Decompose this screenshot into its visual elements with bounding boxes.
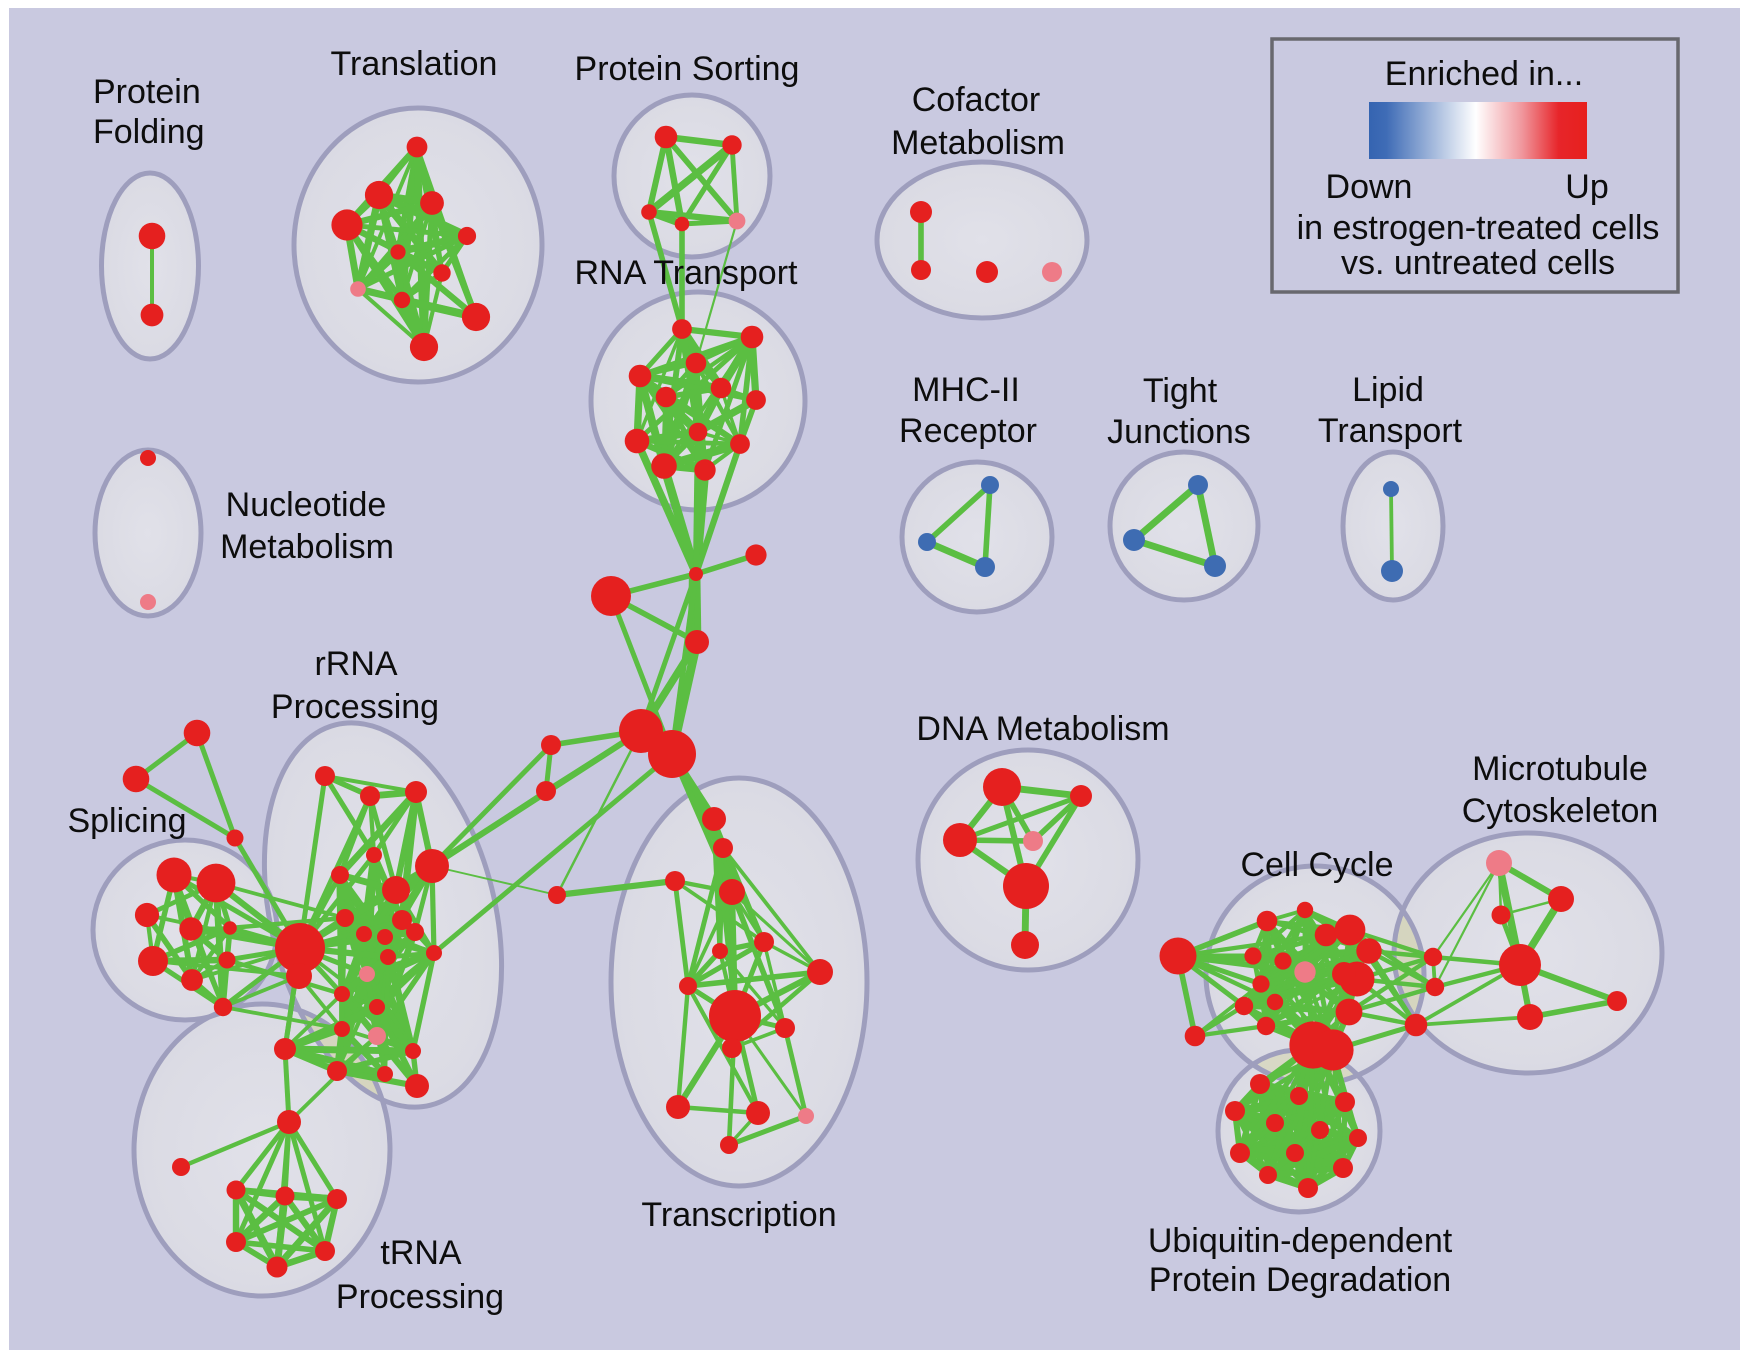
- svg-text:Protein Sorting: Protein Sorting: [575, 50, 800, 88]
- svg-text:Translation: Translation: [331, 45, 498, 83]
- svg-text:Transport: Transport: [1318, 412, 1463, 450]
- svg-text:Up: Up: [1565, 168, 1608, 206]
- svg-text:Tight: Tight: [1143, 372, 1218, 410]
- svg-text:DNA Metabolism: DNA Metabolism: [916, 710, 1169, 748]
- svg-text:in estrogen-treated cells: in estrogen-treated cells: [1297, 209, 1660, 247]
- svg-text:Down: Down: [1326, 168, 1413, 206]
- svg-text:Metabolism: Metabolism: [891, 124, 1065, 162]
- svg-text:rRNA: rRNA: [314, 645, 397, 683]
- svg-text:Enriched in...: Enriched in...: [1385, 55, 1583, 93]
- svg-text:RNA Transport: RNA Transport: [575, 254, 799, 292]
- svg-text:Nucleotide: Nucleotide: [226, 486, 387, 524]
- svg-text:Receptor: Receptor: [899, 412, 1037, 450]
- svg-text:Processing: Processing: [271, 688, 439, 726]
- svg-text:tRNA: tRNA: [380, 1234, 462, 1272]
- svg-text:Protein Degradation: Protein Degradation: [1149, 1261, 1451, 1299]
- svg-text:Lipid: Lipid: [1352, 371, 1424, 409]
- svg-text:Cofactor: Cofactor: [912, 81, 1041, 119]
- svg-text:vs. untreated cells: vs. untreated cells: [1341, 244, 1615, 282]
- svg-text:Protein: Protein: [93, 73, 201, 111]
- svg-text:Folding: Folding: [93, 113, 205, 151]
- svg-text:Transcription: Transcription: [641, 1196, 836, 1234]
- svg-text:MHC-II: MHC-II: [912, 371, 1020, 409]
- svg-text:Cytoskeleton: Cytoskeleton: [1462, 792, 1659, 830]
- svg-text:Ubiquitin-dependent: Ubiquitin-dependent: [1148, 1222, 1453, 1260]
- svg-text:Microtubule: Microtubule: [1472, 750, 1648, 788]
- svg-text:Splicing: Splicing: [67, 802, 186, 840]
- svg-text:Junctions: Junctions: [1107, 413, 1251, 451]
- svg-text:Metabolism: Metabolism: [220, 528, 394, 566]
- svg-text:Processing: Processing: [336, 1278, 504, 1316]
- svg-text:Cell Cycle: Cell Cycle: [1240, 846, 1393, 884]
